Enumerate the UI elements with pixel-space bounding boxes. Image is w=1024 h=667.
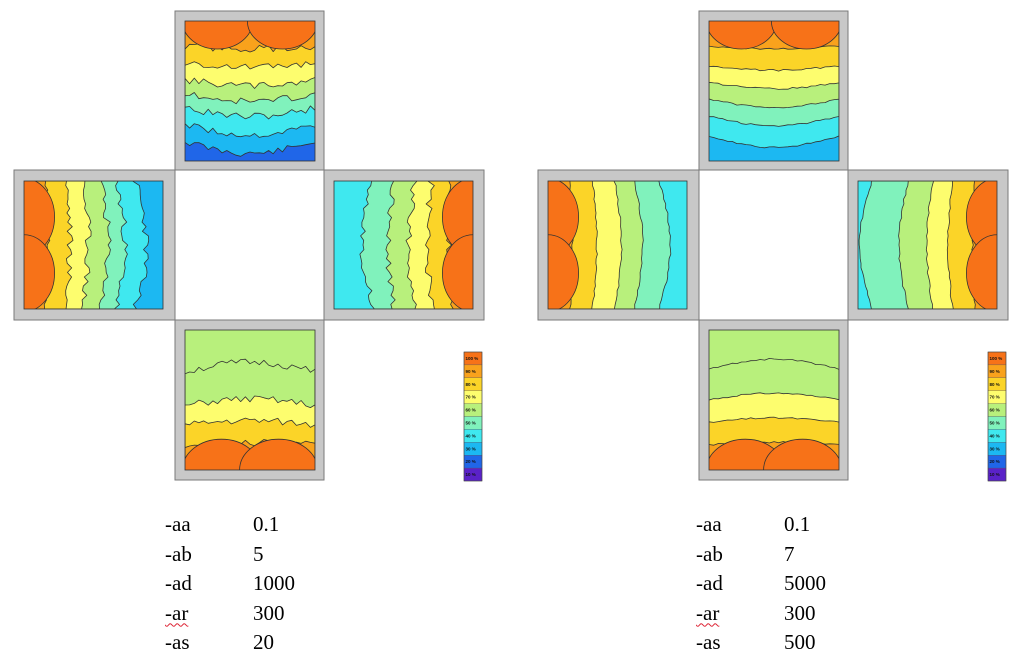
param-value: 0.1	[784, 512, 811, 536]
param-row: -ab 5	[165, 540, 295, 570]
bottom-wall-contour	[708, 329, 840, 471]
legend-tick-label: 40 %	[466, 433, 476, 438]
param-row: -ab 7	[696, 540, 826, 570]
param-name: -ad	[696, 571, 723, 595]
legend-tick-label: 90 %	[466, 369, 476, 374]
right-wall-contour	[857, 180, 998, 310]
param-row: -ad 1000	[165, 569, 295, 599]
legend-tick-label: 40 %	[990, 433, 1000, 438]
legend-tick-label: 30 %	[990, 446, 1000, 451]
right-parameter-table: -aa 0.1 -ab 7 -ad 5000 -ar 300 -as 500	[696, 510, 826, 658]
centre-void	[698, 169, 849, 321]
param-name: -as	[696, 630, 721, 654]
spellcheck-underlined-text: -ar	[696, 600, 720, 625]
param-value: 5	[253, 541, 264, 566]
param-name: -aa	[696, 512, 722, 536]
param-row: -ar 300	[696, 599, 826, 629]
left-wall-contour	[23, 180, 164, 310]
legend-tick-label: 100 %	[990, 356, 1003, 361]
legend-tick-label: 10 %	[990, 472, 1000, 477]
legend-tick-label: 50 %	[466, 420, 476, 425]
param-name: -as	[165, 630, 190, 654]
param-name: -aa	[165, 512, 191, 536]
legend-tick-label: 30 %	[466, 446, 476, 451]
param-value: 300	[253, 600, 285, 625]
param-value: 500	[784, 630, 816, 654]
color-legend: 100 % 90 % 80 % 70 % 60 % 50 % 40 % 30 % 20 % 10 …	[463, 351, 483, 482]
right-room-plan: 100 % 90 % 80 % 70 % 60 % 50 % 40 % 30 % 20 % 10 …	[537, 10, 1009, 482]
legend-tick-label: 80 %	[466, 382, 476, 387]
color-legend: 100 % 90 % 80 % 70 % 60 % 50 % 40 % 30 % 20 % 10 …	[987, 351, 1007, 482]
spellcheck-underlined-text: -ar	[165, 600, 189, 625]
legend-tick-label: 60 %	[466, 408, 476, 413]
param-value: 5000	[784, 571, 826, 595]
param-value: 0.1	[253, 512, 280, 536]
legend-tick-label: 70 %	[990, 395, 1000, 400]
legend-tick-label: 100 %	[466, 356, 479, 361]
param-name: -ar	[696, 599, 784, 629]
top-wall-contour	[184, 20, 316, 162]
legend-tick-label: 70 %	[466, 395, 476, 400]
right-wall-contour	[333, 180, 474, 310]
legend-tick-label: 80 %	[990, 382, 1000, 387]
legend-tick-label: 60 %	[990, 408, 1000, 413]
top-wall-contour	[708, 20, 840, 162]
param-row: -as 500	[696, 628, 826, 658]
param-name: -ab	[696, 541, 723, 566]
left-wall-contour	[547, 180, 688, 310]
param-name: -ad	[165, 571, 192, 595]
param-value: 300	[784, 600, 816, 625]
legend-tick-label: 90 %	[990, 369, 1000, 374]
legend-tick-label: 10 %	[466, 472, 476, 477]
param-value: 20	[253, 630, 274, 654]
left-room-plan: 100 % 90 % 80 % 70 % 60 % 50 % 40 % 30 % 20 % 10 …	[13, 10, 485, 482]
legend-tick-label: 20 %	[990, 459, 1000, 464]
param-row: -aa 0.1	[165, 510, 295, 540]
param-row: -ad 5000	[696, 569, 826, 599]
param-row: -ar 300	[165, 599, 295, 629]
legend-tick-label: 50 %	[990, 420, 1000, 425]
param-value: 1000	[253, 571, 295, 595]
left-parameter-table: -aa 0.1 -ab 5 -ad 1000 -ar 300 -as 20	[165, 510, 295, 658]
legend-tick-label: 20 %	[466, 459, 476, 464]
param-row: -as 20	[165, 628, 295, 658]
param-value: 7	[784, 541, 795, 566]
param-name: -ar	[165, 599, 253, 629]
bottom-wall-contour	[184, 329, 316, 471]
param-name: -ab	[165, 541, 192, 566]
centre-void	[174, 169, 325, 321]
param-row: -aa 0.1	[696, 510, 826, 540]
